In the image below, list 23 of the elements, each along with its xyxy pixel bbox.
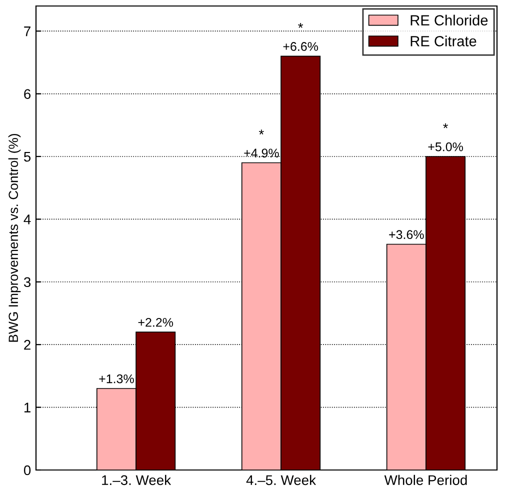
y-tick-label: 2 [24, 340, 30, 350]
data-label: +2.2% [138, 318, 174, 327]
annotation: * [443, 123, 448, 128]
data-label: +4.9% [244, 148, 279, 158]
data-label: +3.6% [389, 230, 424, 240]
y-tick-label: 0 [24, 465, 31, 476]
y-tick-label: 1 [24, 402, 30, 412]
legend-label: RE Chloride [410, 14, 488, 26]
x-tick-label: 1.–3. Week [102, 474, 172, 486]
data-label: +5.0% [428, 142, 463, 152]
y-axis-title: BWG Improvements vs. Control (%) [8, 134, 21, 342]
y-tick-label: 4 [24, 214, 31, 224]
annotation: * [298, 22, 304, 28]
y-tick-label: 3 [24, 277, 31, 288]
data-label: +6.6% [283, 42, 318, 51]
x-tick-label: Whole Period [384, 474, 467, 486]
data-label: +1.3% [99, 374, 134, 384]
legend-label: RE Citrate [410, 36, 476, 46]
x-tick-label: 4.–5. Week [246, 474, 316, 486]
y-tick-label: 7 [24, 26, 30, 36]
y-tick-label: 5 [24, 152, 31, 162]
annotation: * [258, 130, 264, 134]
y-tick-label: 6 [24, 89, 31, 99]
